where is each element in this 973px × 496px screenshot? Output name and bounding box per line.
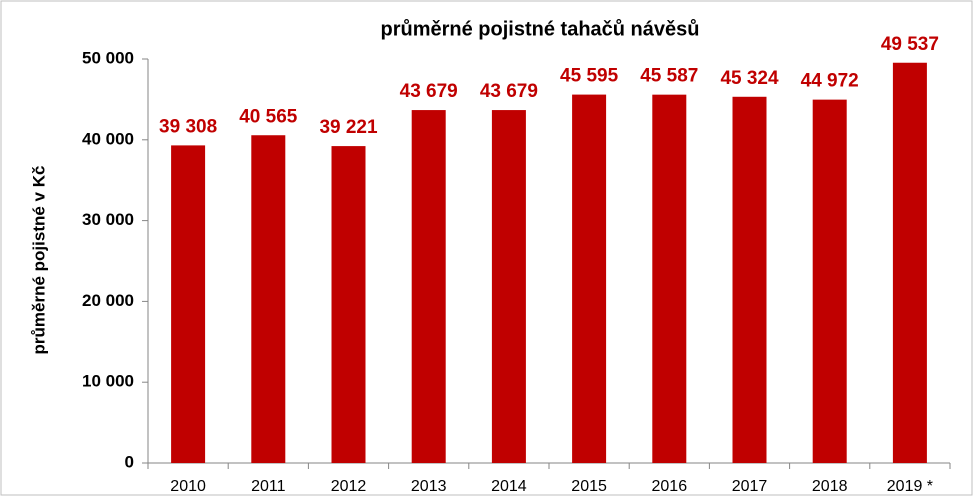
- y-tick-label: 40 000: [82, 129, 134, 148]
- bar: [572, 94, 607, 463]
- x-tick-label: 2014: [491, 478, 527, 495]
- value-label: 45 595: [560, 66, 619, 87]
- value-label: 44 972: [801, 71, 859, 92]
- x-tick-label: 2011: [251, 478, 286, 495]
- x-tick-label: 2015: [571, 478, 607, 495]
- y-tick-label: 10 000: [82, 372, 134, 391]
- value-label: 43 679: [480, 81, 538, 102]
- value-label: 40 565: [239, 106, 298, 127]
- y-tick-label: 0: [125, 452, 134, 471]
- value-label: 49 537: [881, 34, 939, 55]
- x-tick-label: 2017: [732, 478, 768, 495]
- bar: [171, 145, 206, 463]
- value-label: 45 587: [640, 66, 698, 87]
- x-tick-label: 2013: [411, 478, 447, 495]
- value-label: 39 308: [159, 116, 217, 137]
- bar: [331, 146, 366, 464]
- bar: [732, 96, 767, 464]
- bar: [251, 135, 286, 463]
- x-tick-label: 2019 *: [887, 478, 933, 495]
- x-tick-label: 2010: [170, 478, 206, 495]
- bar: [491, 110, 526, 464]
- bar: [892, 62, 927, 464]
- y-tick-label: 50 000: [82, 48, 134, 67]
- x-tick-label: 2016: [652, 478, 688, 495]
- y-tick-label: 30 000: [82, 210, 134, 229]
- value-label: 39 221: [319, 117, 378, 138]
- bar: [812, 99, 847, 463]
- x-tick-label: 2018: [812, 478, 848, 495]
- value-label: 43 679: [400, 81, 458, 102]
- chart-title: průměrné pojistné tahačů návěsů: [381, 18, 700, 40]
- y-axis-label: průměrné pojistné v Kč: [29, 166, 48, 355]
- x-tick-label: 2012: [331, 478, 367, 495]
- y-tick-label: 20 000: [82, 291, 134, 310]
- bar: [652, 94, 687, 463]
- value-label: 45 324: [720, 68, 779, 89]
- bar: [411, 110, 446, 464]
